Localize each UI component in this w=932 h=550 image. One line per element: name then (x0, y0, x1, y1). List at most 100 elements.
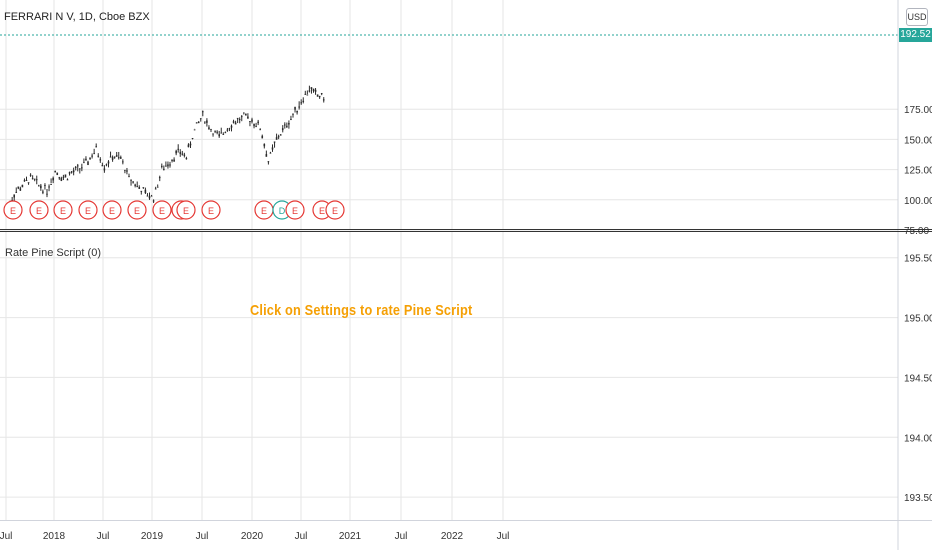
candle-body (152, 200, 155, 202)
candle-body (230, 125, 233, 128)
candle-body (175, 150, 177, 154)
candle-body (62, 176, 65, 178)
earnings-marker[interactable] (127, 200, 147, 220)
candle-body (322, 99, 325, 101)
earnings-marker[interactable] (325, 200, 345, 220)
candle-body (269, 152, 272, 154)
candle-body (290, 119, 292, 121)
candle-body (38, 185, 40, 187)
indicator-tick-label[interactable]: 195.50 (904, 254, 932, 265)
candle-body (128, 176, 130, 178)
candle-body (271, 147, 274, 150)
candle-body (66, 179, 69, 181)
candle-body (113, 156, 116, 158)
event-marker-label: E (319, 206, 325, 216)
candle-body (183, 154, 186, 156)
candle-body (247, 116, 249, 119)
candle-body (181, 153, 184, 155)
indicator-tick-label[interactable]: 195.00 (904, 314, 932, 325)
earnings-marker[interactable] (102, 200, 122, 220)
candle-body (101, 165, 104, 167)
event-marker-label: E (10, 206, 16, 216)
price-tick-label[interactable]: 175.00 (904, 105, 932, 116)
earnings-marker[interactable] (53, 200, 73, 220)
time-tick-label[interactable]: 2020 (241, 531, 264, 542)
candle-body (191, 137, 194, 139)
candle-body (70, 171, 73, 173)
candle-body (204, 121, 206, 123)
candle-body (263, 143, 266, 147)
earnings-marker[interactable] (201, 200, 221, 220)
candle-body (257, 121, 259, 124)
candle-body (228, 128, 231, 130)
candle-body (312, 88, 315, 91)
candle-body (79, 168, 81, 170)
event-marker-label: D (279, 206, 286, 216)
price-series[interactable] (5, 85, 325, 214)
candle-body (64, 174, 67, 178)
currency-badge[interactable]: USD (906, 8, 928, 26)
candle-body (134, 184, 136, 186)
candle-body (165, 165, 167, 167)
candle-body (249, 121, 251, 123)
time-axis-labels[interactable]: Jul 2018 Jul 2019 Jul 2020 Jul 2021 Jul 2022 Jul (0, 531, 509, 542)
candle-body (163, 168, 165, 170)
earnings-marker[interactable] (78, 200, 98, 220)
earnings-marker[interactable] (176, 200, 196, 220)
time-tick-label[interactable]: Jul (497, 531, 510, 542)
candle-body (189, 143, 192, 146)
candle-body (148, 196, 151, 199)
candle-body (124, 169, 126, 171)
time-tick-label[interactable]: Jul (97, 531, 110, 542)
candle-body (253, 123, 255, 127)
candle-body (85, 158, 87, 161)
candle-body (314, 89, 317, 92)
candle-body (13, 194, 15, 198)
event-marker-label: E (109, 206, 115, 216)
candle-body (286, 125, 288, 127)
earnings-marker[interactable] (285, 200, 305, 220)
candle-body (277, 136, 280, 138)
candle-body (177, 148, 179, 150)
price-tick-label[interactable]: 125.00 (904, 166, 932, 177)
candle-body (243, 112, 245, 114)
price-tick-label[interactable]: 75.00 (904, 226, 929, 237)
candle-body (93, 153, 95, 155)
indicator-tick-label[interactable]: 194.50 (904, 373, 932, 384)
price-axis-labels[interactable]: 75.00 100.00 125.00 150.00 175.00 193.50 194.0… (904, 105, 932, 504)
symbol-title[interactable]: FERRARI N V, 1D, Cboe BZX (4, 11, 150, 23)
candle-body (275, 137, 278, 140)
indicator-title[interactable]: Rate Pine Script (0) (5, 247, 101, 259)
earnings-marker[interactable] (152, 200, 172, 220)
time-tick-label[interactable]: 2021 (339, 531, 362, 542)
time-tick-label[interactable]: Jul (196, 531, 209, 542)
indicator-tick-label[interactable]: 194.00 (904, 433, 932, 444)
earnings-marker[interactable] (3, 200, 23, 220)
event-markers[interactable]: EEEEEEEEEEEDEEE (3, 200, 345, 220)
candle-body (81, 167, 83, 169)
candle-body (132, 181, 134, 183)
candle-body (206, 120, 208, 123)
candle-body (19, 188, 22, 191)
candle-body (193, 129, 196, 131)
time-tick-label[interactable]: 2018 (43, 531, 66, 542)
price-tick-label[interactable]: 100.00 (904, 196, 932, 207)
candle-body (46, 193, 48, 195)
time-tick-label[interactable]: Jul (395, 531, 408, 542)
time-tick-label[interactable]: 2019 (141, 531, 164, 542)
candle-body (245, 113, 247, 116)
time-tick-label[interactable]: Jul (295, 531, 308, 542)
time-tick-label[interactable]: Jul (0, 531, 12, 542)
earnings-marker[interactable] (29, 200, 49, 220)
event-marker-label: E (134, 206, 140, 216)
candle-body (154, 188, 157, 190)
indicator-tick-label[interactable]: 193.50 (904, 493, 932, 504)
candle-body (136, 186, 138, 188)
candle-body (195, 122, 198, 124)
time-tick-label[interactable]: 2022 (441, 531, 464, 542)
candle-body (316, 94, 319, 97)
candle-body (42, 191, 44, 193)
price-tick-label[interactable]: 150.00 (904, 135, 932, 146)
